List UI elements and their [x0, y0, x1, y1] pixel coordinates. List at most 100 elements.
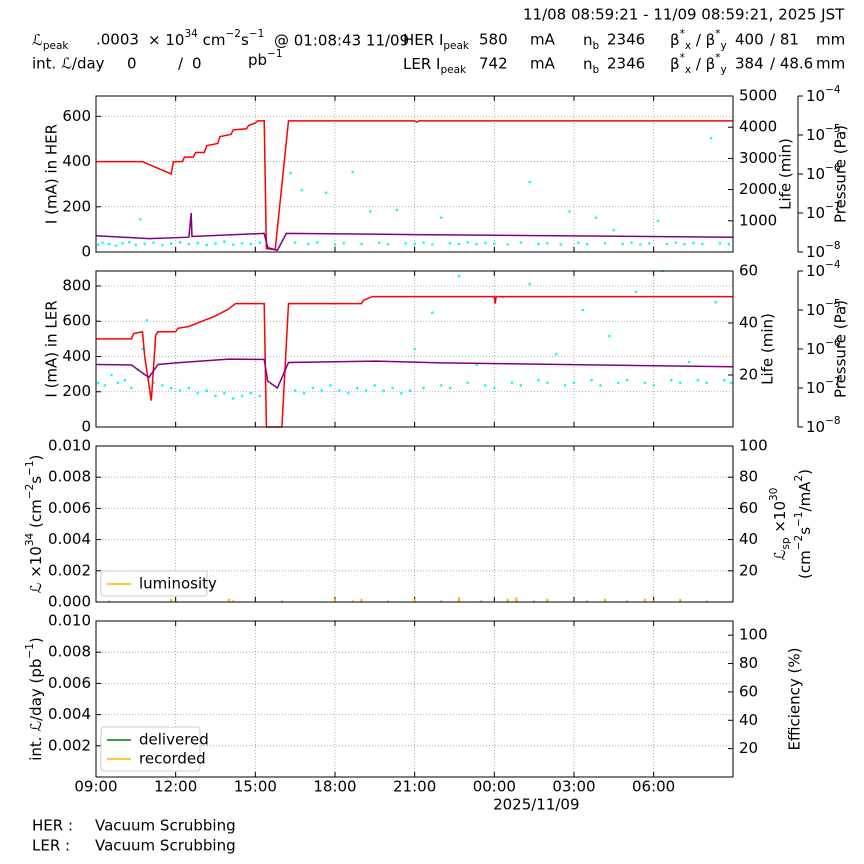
data-point [466, 381, 470, 385]
text-segment: 10 [806, 418, 825, 436]
her-nb: 2346 [607, 31, 645, 49]
text-segment: * [680, 28, 685, 40]
plot-frame [95, 95, 734, 253]
data-point [484, 384, 487, 387]
data-point [546, 381, 549, 385]
data-point [475, 242, 478, 246]
data-point [678, 381, 682, 385]
text-segment: −2 [225, 28, 240, 40]
data-point [338, 389, 341, 392]
footer-status: Vacuum Scrubbing [95, 837, 236, 855]
y-tick-label: 0.006 [48, 499, 91, 517]
series-line [96, 120, 733, 251]
text-segment: −5 [825, 298, 840, 310]
y-axis-label: I (mA) in HER [43, 124, 61, 224]
text-segment: −6 [825, 162, 841, 174]
legend-label: delivered [139, 731, 209, 749]
y-tick-label: 0.006 [48, 674, 91, 692]
y-tick-label: 0.002 [48, 561, 91, 579]
data-point [307, 242, 310, 246]
y3-axis-label: Pressure (Pa) [832, 300, 850, 398]
text-segment: n [583, 31, 593, 49]
text-segment: b [593, 64, 600, 76]
her-label: HER Ipeak [403, 31, 470, 53]
data-point [559, 243, 562, 246]
data-point [141, 347, 144, 351]
text-segment: y [720, 40, 726, 52]
y2-tick-label: 5000 [739, 87, 777, 105]
header-lum-peak-value: .0003 [96, 31, 139, 49]
text-segment: x [685, 40, 691, 52]
text-segment: −5 [825, 123, 840, 135]
header-int-lum-delivered: 0 [127, 55, 137, 73]
y3-tick-label: 10−4 [806, 259, 841, 280]
data-point [110, 373, 113, 377]
text-segment: / β [691, 31, 715, 49]
text-segment: s [27, 476, 45, 484]
y2-axis-label: (cm−2s−1/mA2) [793, 469, 814, 579]
text-segment: cm [198, 31, 226, 49]
bar [652, 600, 655, 602]
bar [227, 598, 230, 602]
data-point [214, 242, 217, 245]
text-segment: (cm [796, 550, 814, 579]
data-point [377, 241, 381, 244]
text-segment: 34 [24, 532, 36, 546]
data-point [599, 384, 602, 387]
data-point [346, 391, 350, 395]
data-point [729, 381, 733, 385]
text-segment: 34 [184, 28, 198, 40]
data-point [506, 243, 509, 246]
ler-nb: 2346 [607, 55, 645, 73]
x-tick-label: 15:00 [234, 778, 277, 796]
y2-axis-label: Life (min) [777, 138, 795, 210]
text-segment: 10 [806, 204, 825, 222]
data-point [96, 243, 100, 246]
data-point [439, 384, 443, 387]
data-point [723, 378, 726, 382]
y3-tick-label: 10−7 [806, 376, 841, 397]
plot-frame [95, 270, 734, 428]
data-point [687, 360, 691, 364]
her-beta-y: / 81 [770, 31, 799, 49]
y3-axis-label: Pressure (Pa) [832, 125, 850, 223]
text-segment: −7 [825, 376, 840, 388]
ler-current: 742 [479, 55, 508, 73]
text-segment: ×10 [771, 501, 789, 537]
text-segment: s [796, 527, 814, 535]
footer-ring: HER : [32, 817, 73, 835]
text-segment: peak [443, 40, 470, 52]
data-point [448, 241, 452, 245]
text-segment: −1 [24, 643, 36, 658]
text-segment: −1 [249, 28, 264, 40]
data-point [311, 386, 315, 390]
data-point [422, 241, 425, 244]
data-point [692, 241, 695, 245]
y-axis-label: I (mA) in LER [43, 300, 61, 397]
header-lum-peak-label: ℒpeak [32, 31, 69, 53]
data-point [249, 242, 253, 246]
legend-label: luminosity [139, 575, 217, 593]
x-tick-label: 21:00 [393, 778, 436, 796]
text-segment: ℒ [32, 31, 43, 49]
y3-tick-label: 10−7 [806, 201, 841, 222]
data-point [205, 389, 208, 392]
data-point [683, 242, 686, 246]
text-segment: peak [440, 64, 467, 76]
data-point [670, 378, 673, 382]
text-segment: β [670, 55, 680, 73]
data-point [630, 241, 633, 244]
data-point [258, 241, 262, 244]
data-point [107, 242, 111, 246]
text-segment: −1 [793, 511, 805, 526]
data-point [369, 210, 372, 213]
y2-tick-label: 20 [739, 561, 758, 579]
data-point [395, 208, 399, 212]
y2-tick-label: 40 [739, 314, 758, 332]
data-point [603, 241, 607, 245]
text-segment: 10 [806, 87, 825, 105]
y2-axis-label: Life (min) [759, 313, 777, 385]
data-point [231, 397, 235, 400]
